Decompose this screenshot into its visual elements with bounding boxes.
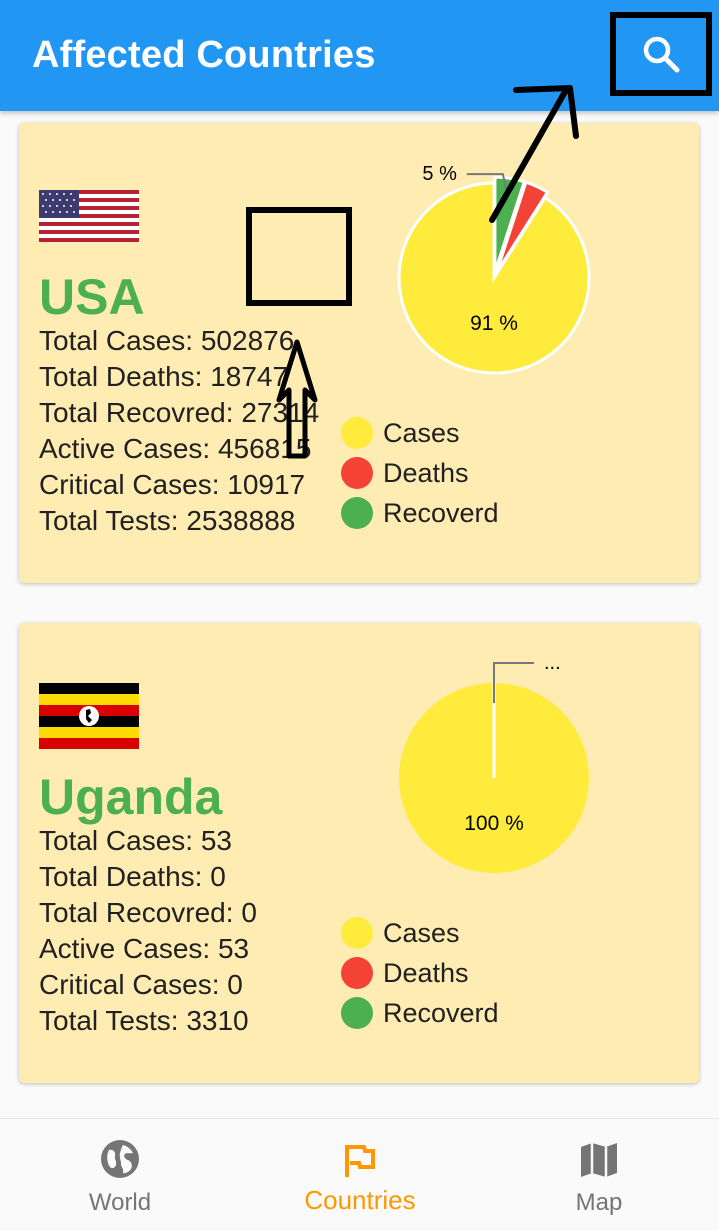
nav-world[interactable]: World	[0, 1119, 240, 1231]
country-stats: Total Cases: 502876 Total Deaths: 18747 …	[39, 323, 319, 539]
total-tests-text: Total Tests: 2538888	[39, 505, 296, 536]
legend-recovered: Recoverd	[341, 993, 499, 1033]
us-flag	[39, 190, 139, 242]
active-cases-text: Active Cases: 53	[39, 933, 250, 964]
recovered-dot-icon	[341, 497, 373, 529]
critical-cases-text: Critical Cases: 0	[39, 969, 243, 1000]
pie-callout-label: ...	[544, 652, 561, 674]
total-cases-text: Total Cases: 53	[39, 825, 232, 856]
pie-callout-line	[493, 662, 534, 703]
chart-legend: Cases Deaths Recoverd	[341, 413, 499, 533]
total-tests-text: Total Tests: 3310	[39, 1005, 249, 1036]
page-title: Affected Countries	[32, 34, 376, 76]
pie-main-label: 100 %	[464, 812, 524, 835]
total-cases-text: Total Cases: 502876	[39, 325, 295, 356]
nav-countries-label: Countries	[304, 1185, 416, 1215]
nav-map[interactable]: Map	[479, 1119, 719, 1231]
pie-chart: 91 % 5 %	[397, 163, 591, 375]
deaths-dot-icon	[341, 957, 373, 989]
legend-cases: Cases	[341, 913, 499, 953]
country-card-uganda[interactable]: Uganda Total Cases: 53 Total Deaths: 0 T…	[19, 623, 699, 1083]
flag-icon	[345, 1145, 375, 1177]
app-bar: Affected Countries	[0, 0, 719, 111]
map-icon	[581, 1143, 617, 1177]
pie-callout-label: 5 %	[422, 163, 457, 185]
legend-deaths: Deaths	[341, 953, 499, 993]
cases-dot-icon	[341, 417, 373, 449]
country-name: USA	[39, 269, 145, 325]
country-name: Uganda	[39, 769, 223, 825]
pie-chart: 100 %...	[399, 652, 589, 873]
bottom-navigation: World Countries Map	[0, 1118, 719, 1231]
active-cases-text: Active Cases: 456815	[39, 433, 312, 464]
recovered-dot-icon	[341, 997, 373, 1029]
legend-cases: Cases	[341, 413, 499, 453]
cases-dot-icon	[341, 917, 373, 949]
uganda-flag	[39, 683, 139, 749]
nav-world-label: World	[88, 1189, 152, 1216]
total-recovered-text: Total Recovred: 0	[39, 897, 257, 928]
total-recovered-text: Total Recovred: 27314	[39, 397, 320, 428]
legend-deaths: Deaths	[341, 453, 499, 493]
nav-map-label: Map	[575, 1189, 623, 1216]
nav-countries[interactable]: Countries	[240, 1119, 480, 1231]
critical-cases-text: Critical Cases: 10917	[39, 469, 306, 500]
chart-legend: Cases Deaths Recoverd	[341, 913, 499, 1033]
deaths-dot-icon	[341, 457, 373, 489]
country-card-usa[interactable]: USA Total Cases: 502876 Total Deaths: 18…	[19, 123, 699, 583]
search-button[interactable]	[610, 12, 712, 96]
search-icon	[643, 36, 680, 73]
total-deaths-text: Total Deaths: 18747	[39, 361, 289, 392]
globe-icon	[101, 1140, 139, 1178]
country-stats: Total Cases: 53 Total Deaths: 0 Total Re…	[39, 823, 257, 1039]
pie-main-label: 91 %	[470, 312, 518, 335]
total-deaths-text: Total Deaths: 0	[39, 861, 226, 892]
legend-recovered: Recoverd	[341, 493, 499, 533]
